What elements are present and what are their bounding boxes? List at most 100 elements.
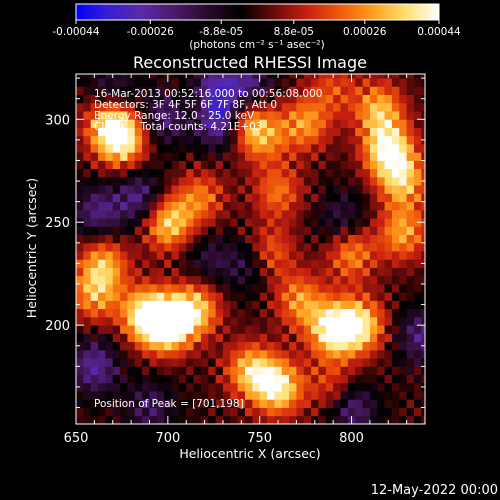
heatmap-cell <box>149 341 158 351</box>
heatmap-cell <box>105 259 114 268</box>
heatmap-cell <box>259 201 268 211</box>
heatmap-cell <box>178 341 187 351</box>
heatmap-cell <box>112 284 121 293</box>
heatmap-cell <box>362 226 371 235</box>
heatmap-cell <box>105 74 114 79</box>
heatmap-cell <box>156 284 165 293</box>
heatmap-cell <box>391 267 400 277</box>
heatmap-cell <box>215 341 224 351</box>
heatmap-cell <box>267 242 275 252</box>
heatmap-cell <box>164 218 172 227</box>
heatmap-cell <box>421 226 426 235</box>
heatmap-cell <box>105 333 114 343</box>
heatmap-cell <box>311 144 319 153</box>
heatmap-cell <box>178 185 187 194</box>
heatmap-cell <box>156 341 165 351</box>
heatmap-cell <box>142 94 150 104</box>
heatmap-cell <box>333 119 341 128</box>
heatmap-cell <box>311 267 319 277</box>
heatmap-cell <box>369 111 378 120</box>
heatmap-cell <box>244 374 253 384</box>
heatmap-cell <box>171 316 180 326</box>
heatmap-cell <box>421 86 426 95</box>
colorbar-tick-label: -0.00026 <box>127 26 175 38</box>
heatmap-cell <box>237 209 246 219</box>
heatmap-cell <box>134 251 143 260</box>
heatmap-cell <box>98 341 106 351</box>
heatmap-cell <box>421 349 426 359</box>
heatmap-cell <box>399 267 408 277</box>
heatmap-cell <box>303 399 312 408</box>
heatmap-cell <box>164 193 172 203</box>
heatmap-cell <box>230 119 239 128</box>
heatmap-cell <box>222 399 231 408</box>
heatmap-cell <box>303 358 312 367</box>
heatmap-cell <box>274 341 283 351</box>
heatmap-cell <box>127 374 136 384</box>
heatmap-cell <box>399 391 408 400</box>
heatmap-cell <box>186 349 194 359</box>
heatmap-cell <box>127 102 136 112</box>
heatmap-cell <box>134 226 143 235</box>
heatmap-cell <box>303 341 312 351</box>
heatmap-cell <box>208 308 216 318</box>
heatmap-cell <box>289 86 297 95</box>
heatmap-cell <box>267 333 275 343</box>
heatmap-cell <box>186 201 194 211</box>
heatmap-cell <box>178 349 187 359</box>
heatmap-cell <box>178 267 187 277</box>
heatmap-cell <box>156 135 165 145</box>
heatmap-cell <box>222 78 231 87</box>
heatmap-cell <box>156 292 165 301</box>
heatmap-cell <box>421 399 426 408</box>
heatmap-cell <box>281 242 290 252</box>
heatmap-cell <box>127 218 136 227</box>
heatmap-cell <box>149 78 158 87</box>
heatmap-cell <box>142 415 150 425</box>
heatmap-cell <box>384 366 393 375</box>
heatmap-cell <box>318 333 327 343</box>
heatmap-cell <box>76 267 84 277</box>
heatmap-cell <box>193 152 202 161</box>
annotation-energy-range: Energy Range: 12.0 - 25.0 keV <box>94 110 255 122</box>
heatmap-cell <box>83 308 92 318</box>
heatmap-cell <box>186 176 194 186</box>
heatmap-cell <box>303 201 312 211</box>
heatmap-cell <box>83 267 92 277</box>
heatmap-cell <box>399 185 408 194</box>
heatmap-cell <box>413 86 422 95</box>
heatmap-cell <box>200 119 209 128</box>
x-tick-label: 750 <box>247 431 272 446</box>
heatmap-cell <box>186 292 194 301</box>
heatmap-cell <box>369 382 378 392</box>
heatmap-cell <box>90 94 99 104</box>
heatmap-cell <box>259 185 268 194</box>
heatmap-cell <box>149 366 158 375</box>
heatmap-cell <box>244 209 253 219</box>
heatmap-cell <box>98 78 106 87</box>
heatmap-cell <box>178 374 187 384</box>
heatmap-cell <box>112 218 121 227</box>
heatmap-cell <box>252 349 261 359</box>
heatmap-cell <box>83 127 92 137</box>
heatmap-cell <box>142 218 150 227</box>
heatmap-cell <box>237 399 246 408</box>
heatmap-cell <box>347 349 356 359</box>
heatmap-cell <box>311 300 319 310</box>
heatmap-cell <box>83 382 92 392</box>
heatmap-cell <box>281 349 290 359</box>
heatmap-cell <box>347 209 356 219</box>
heatmap-cell <box>281 127 290 137</box>
heatmap-cell <box>200 218 209 227</box>
heatmap-cell <box>274 316 283 326</box>
heatmap-cell <box>413 201 422 211</box>
heatmap-cell <box>193 341 202 351</box>
heatmap-cell <box>296 102 305 112</box>
heatmap-cell <box>186 275 194 285</box>
heatmap-cell <box>369 78 378 87</box>
heatmap-cell <box>83 316 92 326</box>
heatmap-cell <box>252 127 261 137</box>
heatmap-cell <box>149 234 158 244</box>
heatmap-cell <box>318 226 327 235</box>
heatmap-cell <box>406 316 415 326</box>
